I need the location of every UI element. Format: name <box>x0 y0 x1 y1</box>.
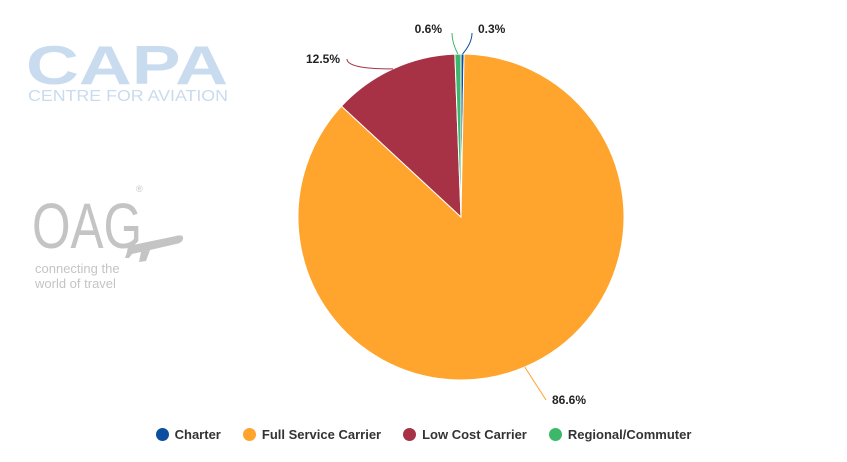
data-label-charter: 0.3% <box>478 22 506 36</box>
legend-swatch-regional-commuter <box>548 428 562 441</box>
legend-item-regional-commuter[interactable]: Regional/Commuter <box>548 427 692 442</box>
legend-label-low-cost-carrier: Low Cost Carrier <box>422 427 527 442</box>
legend-item-full-service-carrier[interactable]: Full Service Carrier <box>242 427 382 442</box>
connector-regional-commuter <box>451 32 459 55</box>
oag-tagline-line2: world of travel <box>34 276 116 291</box>
oag-logo: OAG <box>32 190 142 262</box>
pie-slice-regional-commuter[interactable] <box>454 53 462 218</box>
pie-slice-low-cost-carrier[interactable] <box>340 53 462 219</box>
data-label-regional-commuter: 0.6% <box>415 22 443 36</box>
legend-item-low-cost-carrier[interactable]: Low Cost Carrier <box>403 427 527 442</box>
data-label-full-service-carrier: 86.6% <box>552 393 586 407</box>
oag-registered-mark: ® <box>136 184 143 194</box>
connector-charter <box>462 32 473 55</box>
legend-item-charter[interactable]: Charter <box>155 427 221 442</box>
legend-swatch-low-cost-carrier <box>403 428 417 441</box>
legend-swatch-charter <box>155 428 169 441</box>
data-label-low-cost-carrier: 12.5% <box>306 52 340 66</box>
capa-logo: CAPA <box>26 34 228 96</box>
airplane-icon <box>125 235 184 262</box>
pie-slices <box>297 53 625 381</box>
legend-label-full-service-carrier: Full Service Carrier <box>261 427 382 442</box>
legend-label-charter: Charter <box>174 427 221 442</box>
label-connectors <box>346 32 547 401</box>
connector-low-cost-carrier <box>346 58 393 70</box>
oag-tagline-line1: connecting the <box>35 261 120 276</box>
legend-swatch-full-service-carrier <box>242 428 256 441</box>
chart-legend: Charter Full Service Carrier Low Cost Carr… <box>0 427 847 442</box>
legend-label-regional-commuter: Regional/Commuter <box>567 427 692 442</box>
capa-subtitle: CENTRE FOR AVIATION <box>28 88 228 105</box>
connector-full-service-carrier <box>524 366 547 401</box>
data-labels: 0.3% 86.6% 12.5% 0.6% <box>306 22 586 407</box>
watermark-logos: CAPA CENTRE FOR AVIATION OAG ® connectin… <box>26 34 228 291</box>
